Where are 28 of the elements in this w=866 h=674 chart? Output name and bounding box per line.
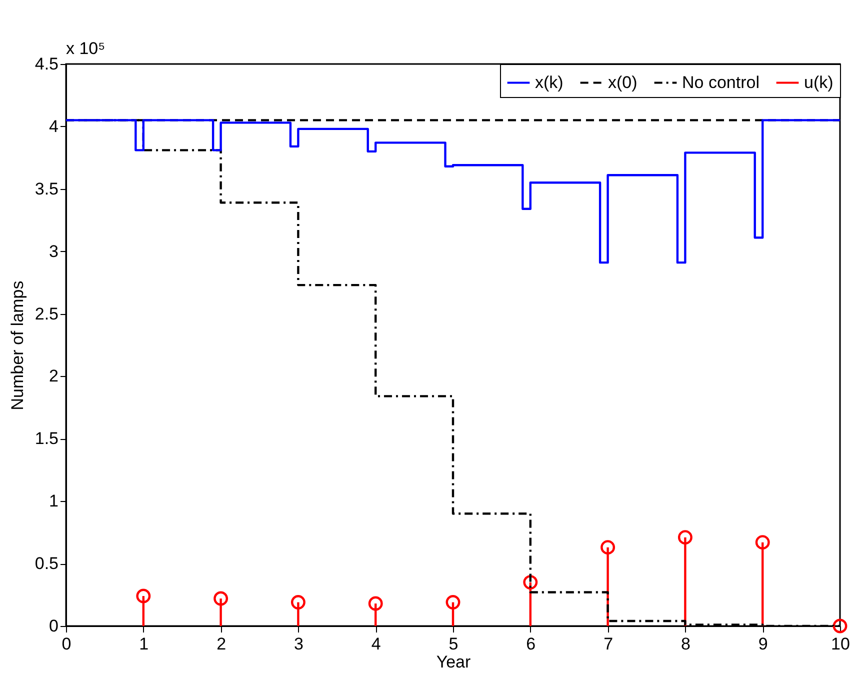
x-tick-label: 7 (604, 634, 614, 654)
legend-label: x(0) (608, 72, 638, 92)
y-tick-label: 1 (49, 492, 58, 511)
legend-label: x(k) (535, 72, 564, 92)
text: x 10⁵ (66, 39, 106, 58)
x-tick-label: 5 (448, 634, 458, 654)
x-tick-label: 0 (62, 634, 72, 654)
x-axis-title: Year (436, 652, 472, 672)
x-tick-label: 8 (680, 634, 690, 654)
legend-label: No control (682, 72, 760, 92)
x-tick-label: 6 (526, 634, 536, 654)
y-tick-label: 0 (49, 616, 58, 636)
x-tick-label: 10 (831, 634, 850, 654)
y-tick-label: 2.5 (34, 304, 58, 324)
x-tick-label: 1 (139, 634, 149, 654)
y-tick-label: 4.5 (34, 54, 58, 74)
x-tick-label: 4 (371, 634, 381, 654)
y-tick-label: 4 (49, 116, 58, 136)
y-tick-label: 1.5 (34, 429, 58, 448)
legend-label: u(k) (804, 72, 834, 92)
y-tick-label: 0.5 (34, 554, 58, 574)
y-tick-label: 2 (49, 366, 58, 386)
x-tick-label: 9 (758, 634, 768, 654)
y-tick-label: 3 (49, 242, 58, 261)
x-tick-label: 3 (294, 634, 304, 654)
y-tick-label: 3.5 (34, 179, 58, 198)
x-tick-label: 2 (216, 634, 226, 654)
y-axis-title: Number of lamps (8, 280, 27, 410)
